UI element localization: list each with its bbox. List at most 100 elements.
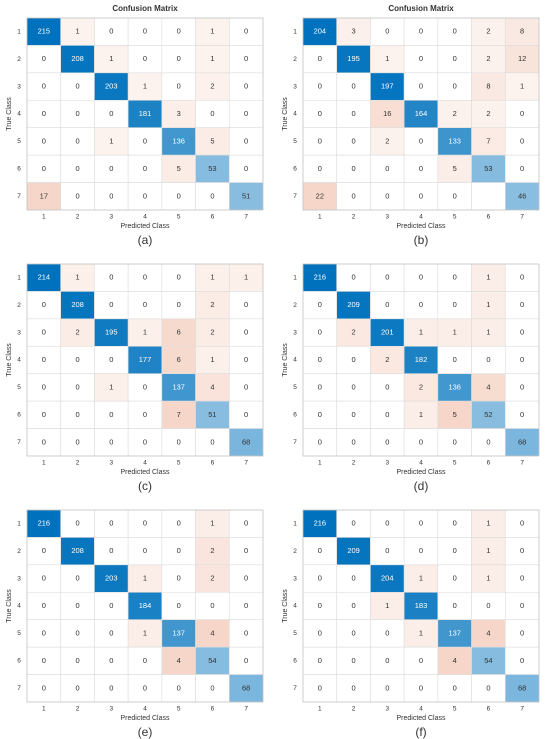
cell-value: 0 bbox=[520, 382, 524, 391]
cell bbox=[504, 345, 540, 375]
y-tick-label: 1 bbox=[17, 274, 21, 281]
cell-value: 0 bbox=[42, 574, 46, 583]
cell-value: 4 bbox=[453, 656, 457, 665]
cell bbox=[60, 373, 95, 402]
cell-value: 0 bbox=[385, 273, 389, 282]
y-tick-label: 1 bbox=[17, 28, 21, 35]
cell bbox=[94, 345, 129, 375]
cell-value: 208 bbox=[71, 300, 84, 309]
cell-value: 6 bbox=[177, 328, 181, 337]
cell-value: 1 bbox=[210, 27, 214, 36]
cell-value: 51 bbox=[208, 410, 216, 419]
cell-value: 0 bbox=[244, 628, 248, 637]
cell-value: 0 bbox=[453, 54, 457, 63]
cell-value: 1 bbox=[143, 574, 147, 583]
cell bbox=[302, 263, 338, 292]
cell-value: 183 bbox=[415, 601, 428, 610]
cell-value: 4 bbox=[210, 382, 214, 391]
y-tick-label: 4 bbox=[293, 111, 297, 118]
cell-value: 0 bbox=[244, 546, 248, 555]
cell-value: 0 bbox=[177, 574, 181, 583]
cell-value: 0 bbox=[385, 437, 389, 446]
y-tick-label: 3 bbox=[17, 329, 21, 336]
x-tick-label: 1 bbox=[42, 214, 46, 221]
cell-value: 0 bbox=[419, 136, 423, 145]
cell-value: 7 bbox=[486, 136, 490, 145]
cell bbox=[94, 591, 129, 621]
cell-value: 0 bbox=[177, 273, 181, 282]
cell-value: 0 bbox=[42, 136, 46, 145]
cell-value: 0 bbox=[486, 683, 490, 692]
cell bbox=[26, 345, 62, 375]
cell-value: 16 bbox=[383, 109, 391, 118]
y-tick-label: 3 bbox=[293, 575, 297, 582]
cell bbox=[403, 564, 439, 593]
cell-value: 133 bbox=[448, 136, 461, 145]
y-tick-label: 4 bbox=[293, 357, 297, 364]
x-tick-label: 7 bbox=[244, 214, 248, 221]
x-tick-label: 3 bbox=[385, 706, 389, 713]
cell bbox=[504, 564, 540, 593]
cell bbox=[471, 400, 506, 429]
cell-value: 2 bbox=[351, 328, 355, 337]
cell-value: 0 bbox=[453, 273, 457, 282]
cell bbox=[471, 318, 506, 347]
cell-value: 2 bbox=[385, 136, 389, 145]
cell-value: 137 bbox=[172, 628, 185, 637]
cell-value: 209 bbox=[347, 546, 360, 555]
y-axis-label: True Class bbox=[6, 97, 13, 131]
cell-value: 0 bbox=[318, 328, 322, 337]
cell-value: 0 bbox=[109, 546, 113, 555]
y-tick-label: 7 bbox=[17, 439, 21, 446]
cell bbox=[336, 428, 371, 457]
cell-value: 0 bbox=[385, 683, 389, 692]
cell bbox=[370, 99, 405, 129]
cell-value: 2 bbox=[210, 328, 214, 337]
cell bbox=[228, 591, 264, 621]
cell-value: 0 bbox=[351, 191, 355, 200]
cell bbox=[370, 619, 405, 648]
cell-value: 0 bbox=[318, 54, 322, 63]
cell bbox=[336, 154, 371, 183]
cell-value: 0 bbox=[318, 656, 322, 665]
cell bbox=[195, 674, 230, 703]
cell bbox=[127, 509, 163, 538]
cell-value: 4 bbox=[210, 628, 214, 637]
cell-value: 0 bbox=[318, 437, 322, 446]
cell-value: 68 bbox=[242, 437, 250, 446]
cell-value: 195 bbox=[347, 54, 360, 63]
cell-value: 0 bbox=[109, 191, 113, 200]
cell bbox=[127, 564, 163, 593]
cell-value: 184 bbox=[139, 601, 152, 610]
cell-value: 5 bbox=[210, 136, 214, 145]
cell bbox=[504, 17, 540, 46]
cell bbox=[26, 591, 62, 621]
cell bbox=[403, 127, 439, 156]
cell-value: 1 bbox=[520, 82, 524, 91]
cell bbox=[437, 291, 472, 320]
cell bbox=[336, 345, 371, 375]
cell bbox=[336, 400, 371, 429]
y-tick-label: 3 bbox=[17, 575, 21, 582]
cell bbox=[161, 182, 196, 211]
cell-value: 1 bbox=[143, 328, 147, 337]
cell bbox=[161, 154, 196, 183]
cell bbox=[302, 291, 338, 320]
cell bbox=[60, 154, 95, 183]
cell bbox=[403, 509, 439, 538]
y-tick-label: 7 bbox=[293, 685, 297, 692]
cell-value: 0 bbox=[75, 410, 79, 419]
cell bbox=[26, 127, 62, 156]
x-tick-label: 6 bbox=[211, 460, 215, 467]
cell-value: 0 bbox=[177, 683, 181, 692]
cell-value: 0 bbox=[351, 136, 355, 145]
cell bbox=[60, 564, 95, 593]
cell-value: 0 bbox=[143, 410, 147, 419]
cell-value: 1 bbox=[244, 273, 248, 282]
cell bbox=[370, 72, 405, 101]
cell-value: 0 bbox=[75, 136, 79, 145]
y-axis-label: True Class bbox=[282, 589, 289, 623]
y-tick-label: 4 bbox=[17, 111, 21, 118]
cell-value: 0 bbox=[318, 136, 322, 145]
cell-value: 0 bbox=[244, 355, 248, 364]
